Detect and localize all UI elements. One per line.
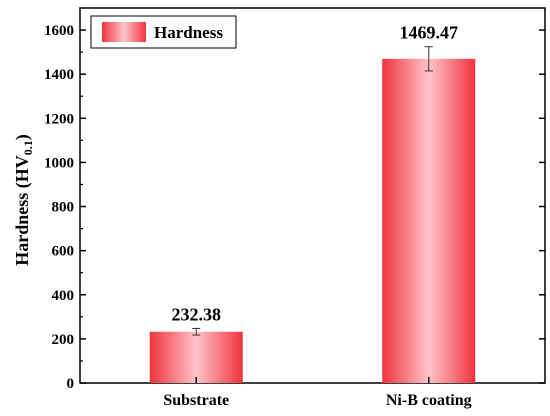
legend-label: Hardness — [154, 23, 223, 42]
legend: Hardness — [90, 15, 237, 49]
data-labels-group: 232.38 1469.47 — [172, 23, 459, 325]
x-axis-categories: Substrate Ni-B coating — [163, 377, 472, 409]
legend-swatch — [102, 22, 146, 42]
data-label-1: 1469.47 — [400, 23, 459, 43]
y-axis-title-subscript: 0.1 — [21, 140, 35, 155]
y-axis-ticks: 0 200 400 600 800 1000 1200 1400 1600 — [44, 23, 545, 392]
y-tick-label-1000: 1000 — [44, 155, 74, 171]
y-tick-label-1600: 1600 — [44, 23, 74, 39]
y-tick-label-0: 0 — [67, 376, 75, 392]
y-axis-title: Hardness (HV0.1) — [12, 134, 35, 266]
x-category-label-1: Ni-B coating — [386, 392, 472, 409]
error-bars-group — [192, 46, 433, 336]
y-tick-label-200: 200 — [52, 332, 75, 348]
y-tick-label-1400: 1400 — [44, 67, 74, 83]
data-label-0: 232.38 — [172, 304, 222, 324]
y-tick-label-1200: 1200 — [44, 111, 74, 127]
bars-group — [149, 58, 476, 384]
y-axis-title-main: Hardness (HV — [12, 155, 33, 266]
plot-frame — [79, 7, 546, 384]
x-category-label-0: Substrate — [163, 392, 229, 409]
y-tick-label-600: 600 — [52, 244, 75, 260]
y-tick-label-800: 800 — [52, 200, 75, 216]
y-axis-title-close: ) — [12, 134, 33, 140]
y-tick-label-400: 400 — [52, 288, 75, 304]
bar-1 — [382, 58, 476, 384]
bar-0 — [149, 331, 243, 383]
